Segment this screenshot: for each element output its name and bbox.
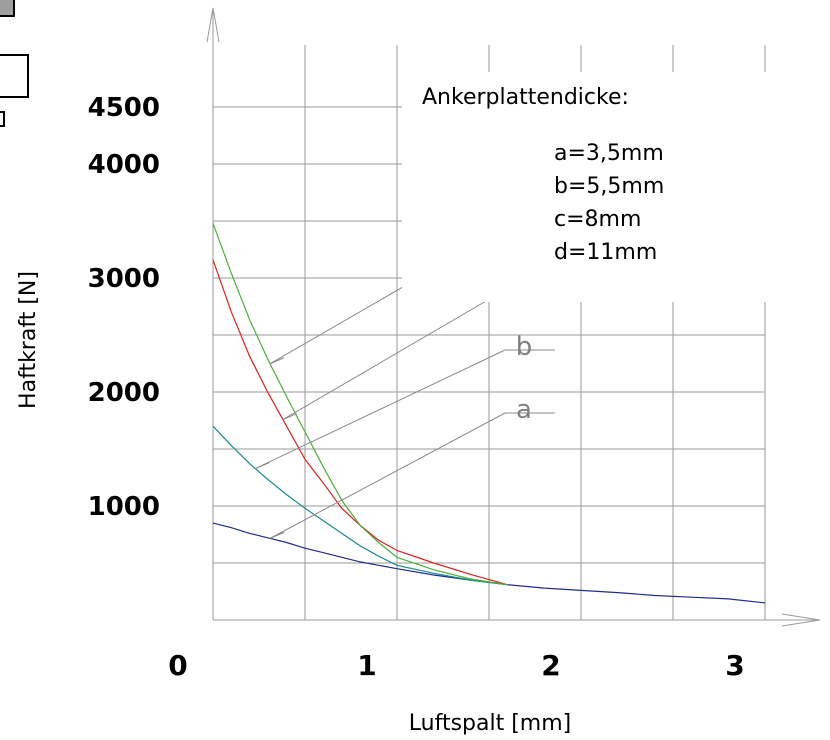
y-tick-label: 2000 [88,378,160,408]
leader-tip-a [269,531,285,539]
x-axis-title: Luftspalt [mm] [409,711,571,736]
legend-entry-a: a=3,5mm [554,141,664,166]
legend-entry-b: b=5,5mm [554,174,664,199]
series-line-a [212,522,766,604]
y-tick-label: 3000 [88,264,160,294]
series-line-c [212,259,508,586]
leader-line-c [282,289,506,421]
series-line-b [212,425,508,586]
leader-tip-d [269,357,285,365]
leader-line-a [269,412,506,539]
y-tick-label: 4500 [88,93,160,123]
y-tick-label: 4000 [88,150,160,180]
cropped-panel-top [0,0,15,17]
cropped-panel-edge [0,111,5,127]
y-tick-label: 1000 [88,492,160,522]
x-tick-label: 1 [357,649,376,682]
cropped-panel-box [0,54,29,98]
curve-label-a: a [516,395,532,425]
legend-entry-d: d=11mm [554,240,657,265]
legend-background [402,72,768,302]
x-tick-label: 3 [725,649,744,682]
legend-title: Ankerplattendicke: [422,85,629,110]
x-tick-label: 2 [541,649,560,682]
series-line-d [212,223,508,586]
leader-tip-b [255,462,270,470]
y-axis-arrow [206,7,220,43]
x-axis-arrow [781,613,821,627]
series-group [212,223,766,604]
legend: Ankerplattendicke: a=3,5mm b=5,5mm c=8mm… [422,85,664,265]
tick-labels: 0 1 2 3 1000 2000 3000 4000 4500 [88,93,745,682]
curve-label-b: b [516,332,533,362]
legend-entry-c: c=8mm [554,207,641,232]
axes [206,7,821,627]
x-tick-label: 0 [168,649,187,682]
y-axis-title: Haftkraft [N] [16,271,41,409]
leader-tip-c [282,413,298,421]
leader-line-b [255,349,506,470]
